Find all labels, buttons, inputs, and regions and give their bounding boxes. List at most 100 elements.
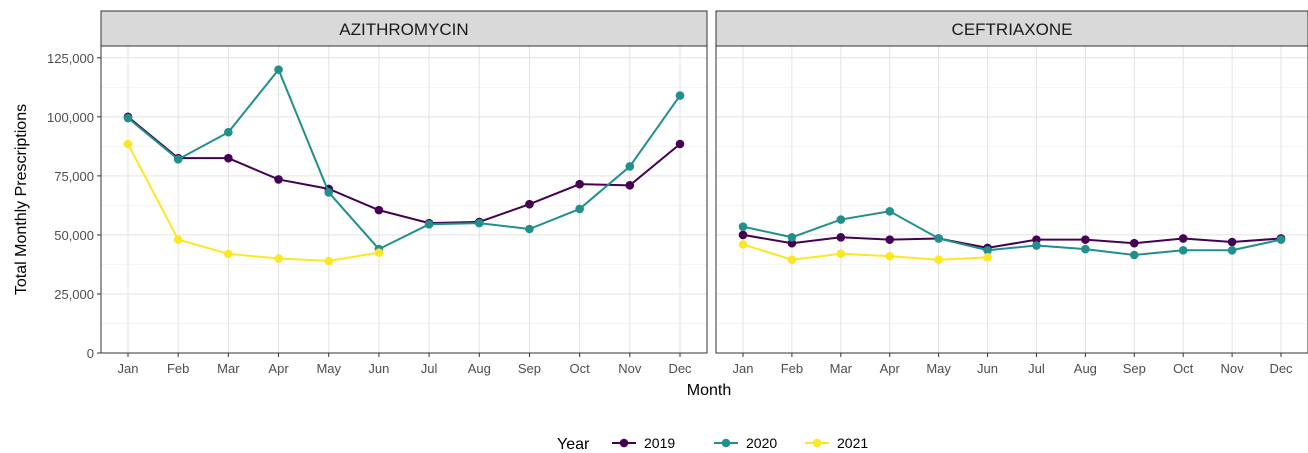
data-point-2020 [738, 222, 748, 231]
y-tick-label: 75,000 [54, 169, 94, 184]
legend-label-2019: 2019 [644, 435, 675, 451]
data-point-2019 [885, 235, 895, 244]
data-point-2020 [1032, 241, 1041, 250]
x-tick-label: Sep [518, 361, 541, 376]
data-point-2019 [1129, 238, 1139, 248]
data-point-2019 [836, 232, 846, 242]
strip-title: AZITHROMYCIN [339, 20, 468, 39]
data-point-2019 [575, 179, 584, 189]
legend-key-point-2019 [619, 438, 629, 448]
data-point-2021 [885, 251, 895, 261]
y-tick-label: 125,000 [47, 51, 94, 66]
data-point-2019 [625, 181, 635, 190]
legend-key-point-2020 [721, 438, 731, 448]
strip-header [715, 10, 1308, 47]
strip-title: CEFTRIAXONE [952, 20, 1073, 39]
data-point-2021 [173, 235, 183, 244]
data-point-2020 [474, 218, 484, 228]
panel-border [715, 45, 1308, 354]
series-line-2021 [742, 243, 988, 261]
data-point-2021 [274, 254, 283, 263]
data-point-2020 [836, 215, 846, 224]
data-point-2020 [123, 113, 133, 123]
data-point-2020 [625, 162, 635, 171]
y-axis-title: Total Monthly Prescriptions [13, 104, 30, 295]
data-point-2020 [274, 65, 283, 74]
data-point-2020 [324, 188, 334, 197]
data-point-2021 [374, 248, 384, 257]
x-tick-label: Feb [167, 361, 189, 376]
data-point-2021 [224, 249, 233, 259]
data-point-2020 [224, 127, 233, 137]
data-point-2019 [1178, 234, 1188, 243]
legend-title: Year [557, 436, 590, 453]
data-point-2021 [123, 139, 133, 149]
x-tick-label: Sep [1123, 361, 1146, 376]
x-tick-label: Nov [618, 361, 642, 376]
data-point-2019 [1081, 235, 1090, 244]
panel-background [716, 46, 1308, 353]
data-point-2021 [983, 253, 992, 262]
data-point-2019 [1032, 235, 1041, 244]
panel-border [100, 45, 708, 354]
data-point-2021 [324, 256, 334, 266]
data-point-2020 [885, 207, 895, 216]
x-tick-label: Jun [977, 361, 998, 376]
data-point-2021 [934, 255, 943, 265]
data-point-2019 [787, 238, 797, 248]
data-point-2020 [934, 234, 943, 243]
y-tick-label: 100,000 [47, 110, 94, 125]
data-point-2019 [274, 175, 283, 184]
y-tick-label: 0 [87, 346, 94, 361]
x-tick-label: May [926, 361, 951, 376]
data-point-2021 [836, 249, 846, 259]
x-tick-label: May [316, 361, 341, 376]
x-tick-label: Dec [668, 361, 692, 376]
data-point-2020 [787, 232, 797, 242]
strip-header [100, 10, 708, 47]
x-tick-label: Nov [1221, 361, 1245, 376]
x-tick-label: Oct [1173, 361, 1194, 376]
data-point-2020 [1227, 245, 1237, 255]
data-point-2021 [787, 255, 797, 265]
x-tick-label: Oct [570, 361, 591, 376]
legend-label-2020: 2020 [746, 435, 777, 451]
y-tick-label: 25,000 [54, 287, 94, 302]
x-tick-label: Apr [268, 361, 289, 376]
data-point-2020 [1081, 244, 1090, 254]
x-tick-label: Apr [880, 361, 901, 376]
x-tick-label: Jul [1028, 361, 1045, 376]
data-point-2020 [1178, 245, 1188, 255]
panel-ceftriaxone: CEFTRIAXONE Jan Feb Mar Apr May Jun Jul Aug Sep Oc… [715, 10, 1308, 376]
data-point-2020 [1276, 235, 1286, 244]
x-tick-label: Aug [468, 361, 491, 376]
x-tick-label: Jan [733, 361, 754, 376]
series-line-2020 [742, 210, 1282, 257]
data-point-2019 [675, 139, 685, 149]
legend: Year 2019 2020 2021 [557, 435, 868, 453]
series-line-2020 [127, 67, 681, 251]
data-point-2019 [1227, 237, 1237, 247]
data-point-2020 [575, 204, 584, 214]
data-point-2020 [173, 155, 183, 164]
y-tick-label: 50,000 [54, 228, 94, 243]
x-tick-label: Aug [1074, 361, 1097, 376]
x-tick-label: Jul [421, 361, 438, 376]
data-point-2019 [738, 230, 748, 240]
legend-key-point-2021 [812, 438, 822, 448]
x-tick-label: Jan [118, 361, 139, 376]
series-line-2021 [127, 143, 380, 262]
x-tick-label: Feb [781, 361, 803, 376]
series-line-2019 [742, 233, 1282, 249]
data-point-2020 [424, 219, 434, 229]
x-tick-label: Mar [830, 361, 853, 376]
x-axis-title: Month [687, 382, 731, 399]
data-point-2020 [525, 224, 534, 234]
data-point-2020 [1129, 250, 1139, 260]
data-point-2019 [374, 205, 384, 215]
panel-background [101, 46, 707, 353]
data-point-2020 [675, 91, 685, 100]
legend-label-2021: 2021 [837, 435, 868, 451]
data-point-2020 [983, 245, 992, 255]
